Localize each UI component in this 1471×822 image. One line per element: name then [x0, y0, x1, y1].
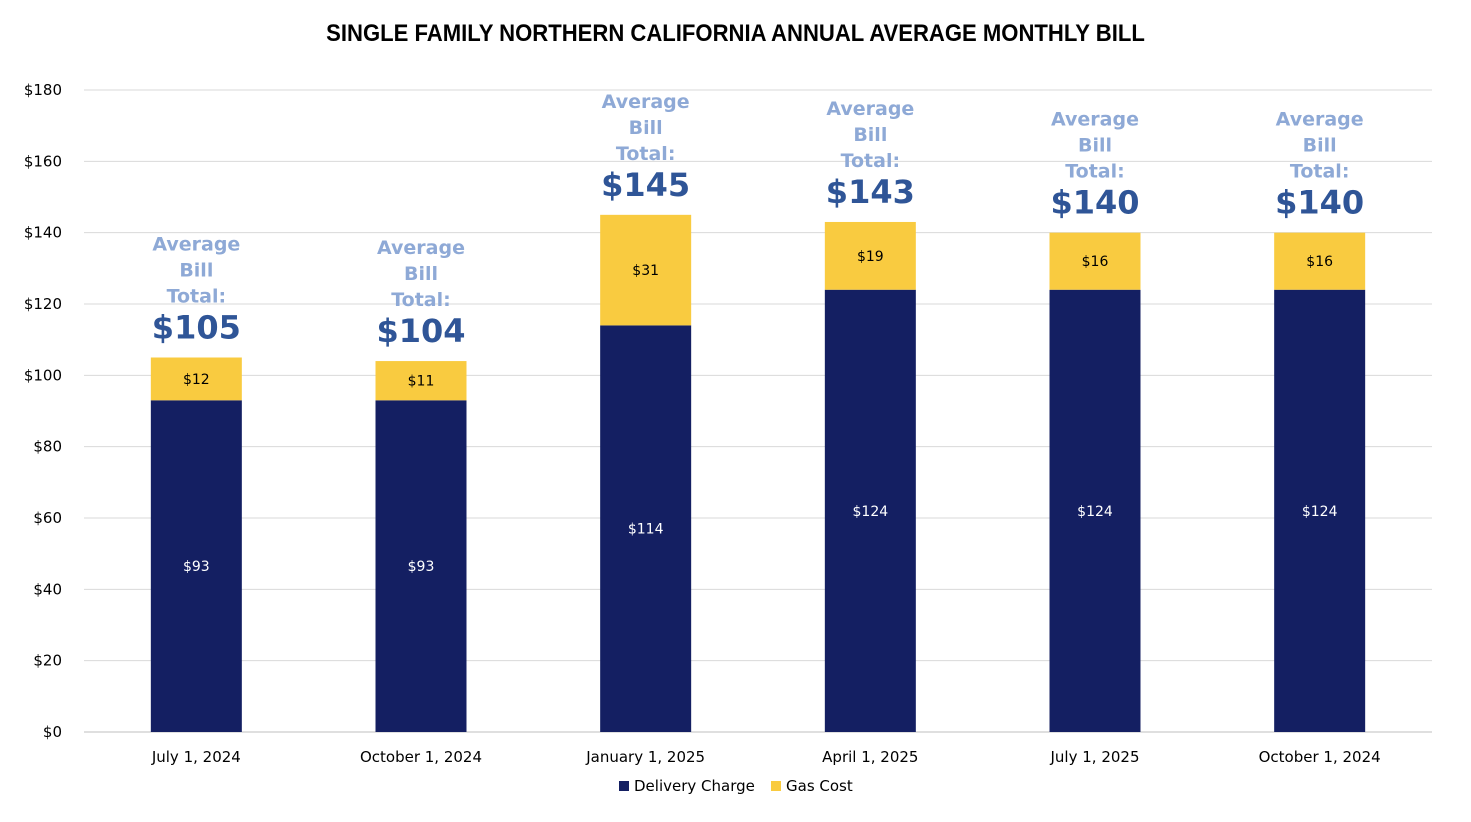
y-tick-label: $0: [43, 723, 62, 741]
total-value-label: $143: [826, 173, 915, 211]
gas-cost-label: $11: [408, 374, 435, 390]
delivery-charge-label: $124: [853, 504, 889, 520]
x-tick-label: January 1, 2025: [585, 748, 705, 766]
x-tick-label: October 1, 2024: [360, 748, 482, 766]
legend-swatch-gas-cost: [771, 781, 781, 791]
delivery-charge-label: $114: [628, 522, 664, 538]
x-tick-label: July 1, 2024: [151, 748, 241, 766]
total-value-label: $105: [152, 309, 241, 347]
y-tick-label: $140: [24, 224, 62, 242]
delivery-charge-label: $124: [1302, 504, 1338, 520]
total-caption-line: Bill: [853, 124, 887, 146]
y-tick-label: $120: [24, 295, 62, 313]
delivery-charge-bar: [1274, 289, 1366, 732]
y-tick-label: $80: [33, 438, 62, 456]
delivery-charge-bar: [1049, 289, 1141, 732]
total-caption-line: Average: [602, 91, 690, 113]
total-value-label: $140: [1275, 184, 1364, 222]
total-caption-line: Total:: [1290, 161, 1350, 183]
y-tick-label: $60: [33, 509, 62, 527]
gas-cost-bar: [1274, 232, 1366, 290]
gas-cost-label: $16: [1306, 254, 1333, 270]
x-tick-label: April 1, 2025: [822, 748, 918, 766]
total-caption-line: Bill: [1078, 135, 1112, 157]
total-caption-line: Average: [1276, 109, 1364, 131]
total-caption-line: Total:: [167, 286, 227, 308]
total-caption-line: Average: [377, 237, 465, 259]
delivery-charge-bar: [600, 325, 692, 732]
y-tick-label: $100: [24, 366, 62, 384]
x-tick-label: October 1, 2024: [1259, 748, 1381, 766]
gas-cost-label: $19: [857, 249, 884, 265]
legend-label-gas-cost: Gas Cost: [786, 777, 853, 795]
gas-cost-bar: [150, 357, 242, 401]
gas-cost-bar: [600, 214, 692, 326]
total-caption-line: Average: [1051, 109, 1139, 131]
total-caption-line: Total:: [616, 143, 676, 165]
total-value-label: $145: [601, 166, 690, 204]
gas-cost-label: $16: [1082, 254, 1109, 270]
total-caption-line: Total:: [1065, 161, 1125, 183]
y-tick-label: $160: [24, 152, 62, 170]
gas-cost-label: $31: [632, 263, 659, 279]
gas-cost-bar: [824, 221, 916, 290]
total-caption-line: Bill: [629, 117, 663, 139]
y-tick-label: $180: [24, 81, 62, 99]
total-caption-line: Bill: [179, 260, 213, 282]
delivery-charge-bar: [375, 400, 467, 732]
total-caption-line: Total:: [841, 150, 901, 172]
gas-cost-bar: [1049, 232, 1141, 290]
x-tick-label: July 1, 2025: [1050, 748, 1140, 766]
y-tick-label: $20: [33, 652, 62, 670]
chart-title: SINGLE FAMILY NORTHERN CALIFORNIA ANNUAL…: [326, 20, 1145, 47]
total-value-label: $104: [376, 312, 465, 350]
total-value-label: $140: [1050, 184, 1139, 222]
delivery-charge-label: $93: [408, 559, 435, 575]
total-caption-line: Average: [826, 98, 914, 120]
total-caption-line: Bill: [1303, 135, 1337, 157]
total-caption-line: Total:: [391, 289, 451, 311]
gas-cost-bar: [375, 361, 467, 401]
delivery-charge-bar: [824, 289, 916, 732]
delivery-charge-label: $93: [183, 559, 210, 575]
delivery-charge-bar: [150, 400, 242, 732]
gas-cost-label: $12: [183, 372, 210, 388]
legend-label-delivery-charge: Delivery Charge: [634, 777, 755, 795]
y-tick-label: $40: [33, 580, 62, 598]
total-caption-line: Average: [152, 234, 240, 256]
delivery-charge-label: $124: [1077, 504, 1113, 520]
legend-swatch-delivery-charge: [619, 781, 629, 791]
total-caption-line: Bill: [404, 263, 438, 285]
